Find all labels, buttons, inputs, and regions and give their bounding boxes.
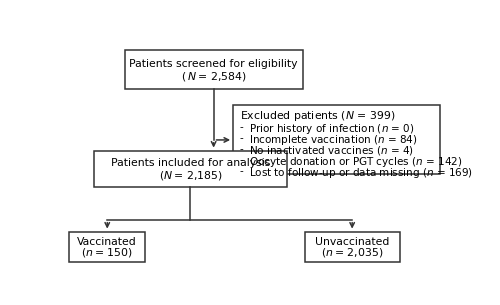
Text: Unvaccinated: Unvaccinated: [315, 237, 390, 247]
Text: ($n$ = 2,035): ($n$ = 2,035): [321, 246, 384, 259]
Bar: [70, 231, 145, 262]
Text: ($N$ = 2,185): ($N$ = 2,185): [158, 169, 222, 182]
Text: Patients included for analysis: Patients included for analysis: [110, 158, 270, 168]
Text: ($n$ = 150): ($n$ = 150): [82, 246, 133, 259]
Text: -: -: [240, 166, 244, 176]
Bar: [233, 105, 440, 174]
Text: -: -: [240, 133, 244, 143]
Text: -: -: [240, 155, 244, 165]
Bar: [304, 231, 400, 262]
Text: -: -: [240, 144, 244, 154]
Text: Lost to follow-up or data missing ($n$ = 169): Lost to follow-up or data missing ($n$ =…: [248, 166, 472, 180]
Text: Patients screened for eligibility: Patients screened for eligibility: [130, 59, 298, 69]
Bar: [94, 150, 287, 187]
Text: Excluded patients ($N$ = 399): Excluded patients ($N$ = 399): [240, 109, 396, 123]
Text: -: -: [240, 122, 244, 132]
Text: Vaccinated: Vaccinated: [78, 237, 137, 247]
Text: ( $N$ = 2,584): ( $N$ = 2,584): [181, 70, 246, 83]
Text: Prior history of infection ($n$ = 0): Prior history of infection ($n$ = 0): [248, 122, 414, 136]
Text: Incomplete vaccination ($n$ = 84): Incomplete vaccination ($n$ = 84): [248, 133, 417, 147]
Text: Oocyte donation or PGT cycles ($n$ = 142): Oocyte donation or PGT cycles ($n$ = 142…: [248, 155, 462, 169]
Text: No inactivated vaccines ($n$ = 4): No inactivated vaccines ($n$ = 4): [248, 144, 414, 157]
Bar: [124, 49, 303, 89]
